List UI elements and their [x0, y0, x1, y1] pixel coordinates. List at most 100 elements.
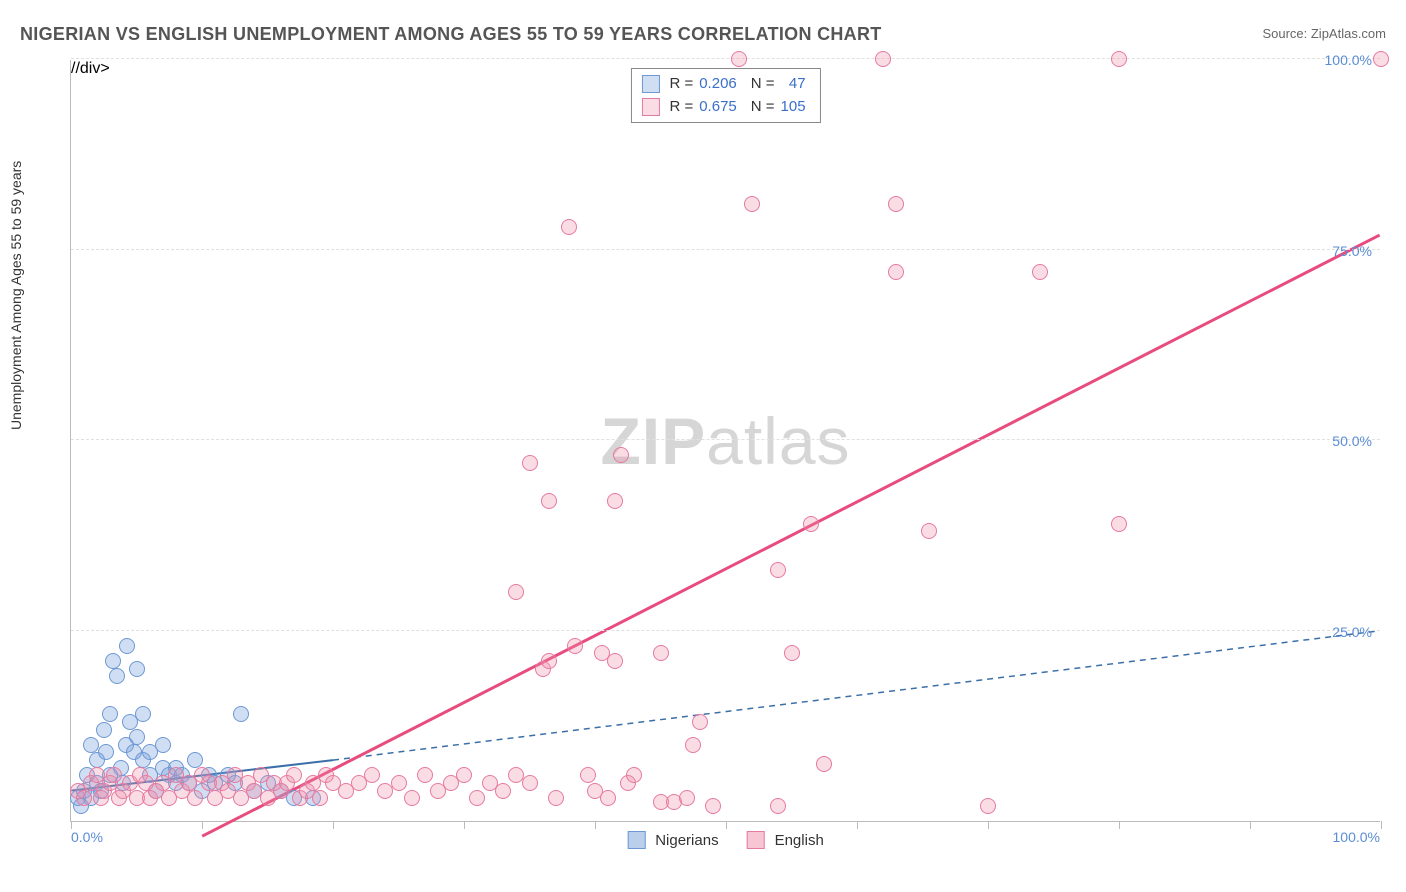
scatter-point-english	[921, 523, 937, 539]
scatter-point-english	[1032, 264, 1048, 280]
scatter-point-english	[770, 798, 786, 814]
scatter-point-nigerians	[109, 668, 125, 684]
y-tick-label: 25.0%	[1332, 624, 1372, 640]
scatter-point-english	[541, 493, 557, 509]
scatter-point-english	[607, 493, 623, 509]
x-axis-max-label: 100.0%	[1333, 829, 1380, 845]
chart-title: NIGERIAN VS ENGLISH UNEMPLOYMENT AMONG A…	[20, 24, 882, 45]
y-axis-label: Unemployment Among Ages 55 to 59 years	[8, 161, 24, 430]
scatter-point-english	[875, 51, 891, 67]
scatter-point-nigerians	[119, 638, 135, 654]
legend-swatch	[627, 831, 645, 849]
scatter-point-english	[312, 790, 328, 806]
watermark-zip: ZIP	[600, 404, 706, 478]
scatter-point-english	[417, 767, 433, 783]
source-prefix: Source:	[1262, 26, 1310, 41]
source-name: ZipAtlas.com	[1311, 26, 1386, 41]
scatter-point-english	[456, 767, 472, 783]
scatter-point-english	[600, 790, 616, 806]
r-label: R =	[669, 73, 693, 96]
scatter-point-english	[1111, 51, 1127, 67]
stats-box: R = 0.206N = 47R = 0.675N = 105	[630, 68, 820, 123]
scatter-point-english	[980, 798, 996, 814]
gridline-h	[71, 249, 1380, 250]
swatch-english	[641, 98, 659, 116]
trend-overlay	[71, 60, 1380, 821]
chart-container: NIGERIAN VS ENGLISH UNEMPLOYMENT AMONG A…	[0, 0, 1406, 892]
x-tick	[333, 821, 334, 829]
watermark-atlas: atlas	[706, 404, 850, 478]
legend-label: Nigerians	[655, 832, 718, 849]
scatter-point-english	[404, 790, 420, 806]
scatter-point-nigerians	[187, 752, 203, 768]
scatter-point-english	[731, 51, 747, 67]
scatter-point-english	[495, 783, 511, 799]
scatter-point-nigerians	[96, 722, 112, 738]
stats-row-english: R = 0.675N = 105	[641, 96, 805, 119]
scatter-point-english	[522, 455, 538, 471]
scatter-point-nigerians	[135, 706, 151, 722]
r-value-english: 0.675	[699, 96, 737, 119]
scatter-point-nigerians	[102, 706, 118, 722]
x-axis-min-label: 0.0%	[71, 829, 103, 845]
gridline-h	[71, 630, 1380, 631]
scatter-point-nigerians	[105, 653, 121, 669]
scatter-point-english	[692, 714, 708, 730]
scatter-point-english	[653, 645, 669, 661]
scatter-point-english	[888, 264, 904, 280]
scatter-point-english	[106, 767, 122, 783]
plot-area: ZIPatlas R = 0.206N = 47R = 0.675N = 105…	[70, 60, 1380, 822]
scatter-point-english	[784, 645, 800, 661]
legend-item: Nigerians	[627, 831, 718, 849]
scatter-point-english	[522, 775, 538, 791]
x-tick	[202, 821, 203, 829]
scatter-point-english	[679, 790, 695, 806]
scatter-point-english	[580, 767, 596, 783]
scatter-point-english	[770, 562, 786, 578]
x-tick	[71, 821, 72, 829]
scatter-point-english	[567, 638, 583, 654]
scatter-point-english	[613, 447, 629, 463]
n-value-nigerians: 47	[781, 73, 806, 96]
scatter-point-nigerians	[129, 661, 145, 677]
scatter-point-english	[364, 767, 380, 783]
gridline-h	[71, 439, 1380, 440]
legend-swatch	[747, 831, 765, 849]
x-tick	[1119, 821, 1120, 829]
scatter-point-nigerians	[83, 737, 99, 753]
scatter-point-english	[469, 790, 485, 806]
scatter-point-english	[888, 196, 904, 212]
x-tick	[726, 821, 727, 829]
scatter-point-english	[685, 737, 701, 753]
scatter-point-nigerians	[98, 744, 114, 760]
r-label: R =	[669, 96, 693, 119]
legend-bottom: Nigerians English	[627, 831, 824, 849]
trendline-english	[202, 235, 1379, 836]
scatter-point-english	[541, 653, 557, 669]
scatter-point-english	[286, 767, 302, 783]
legend-label: English	[775, 832, 824, 849]
scatter-point-english	[803, 516, 819, 532]
n-label: N =	[751, 96, 775, 119]
scatter-point-english	[548, 790, 564, 806]
scatter-point-english	[391, 775, 407, 791]
scatter-point-english	[561, 219, 577, 235]
x-tick	[595, 821, 596, 829]
y-tick-label: 75.0%	[1332, 243, 1372, 259]
scatter-point-nigerians	[129, 729, 145, 745]
trendline-nigerians-extrapolated	[333, 631, 1380, 760]
scatter-point-english	[744, 196, 760, 212]
x-tick	[1250, 821, 1251, 829]
scatter-point-english	[607, 653, 623, 669]
scatter-point-english	[187, 790, 203, 806]
y-tick-label: 50.0%	[1332, 433, 1372, 449]
x-tick	[857, 821, 858, 829]
watermark-text: ZIPatlas	[600, 403, 850, 479]
scatter-point-english	[816, 756, 832, 772]
scatter-point-english	[1111, 516, 1127, 532]
x-tick	[464, 821, 465, 829]
x-tick	[1381, 821, 1382, 829]
stats-row-nigerians: R = 0.206N = 47	[641, 73, 805, 96]
r-value-nigerians: 0.206	[699, 73, 737, 96]
gridline-h	[71, 58, 1380, 59]
